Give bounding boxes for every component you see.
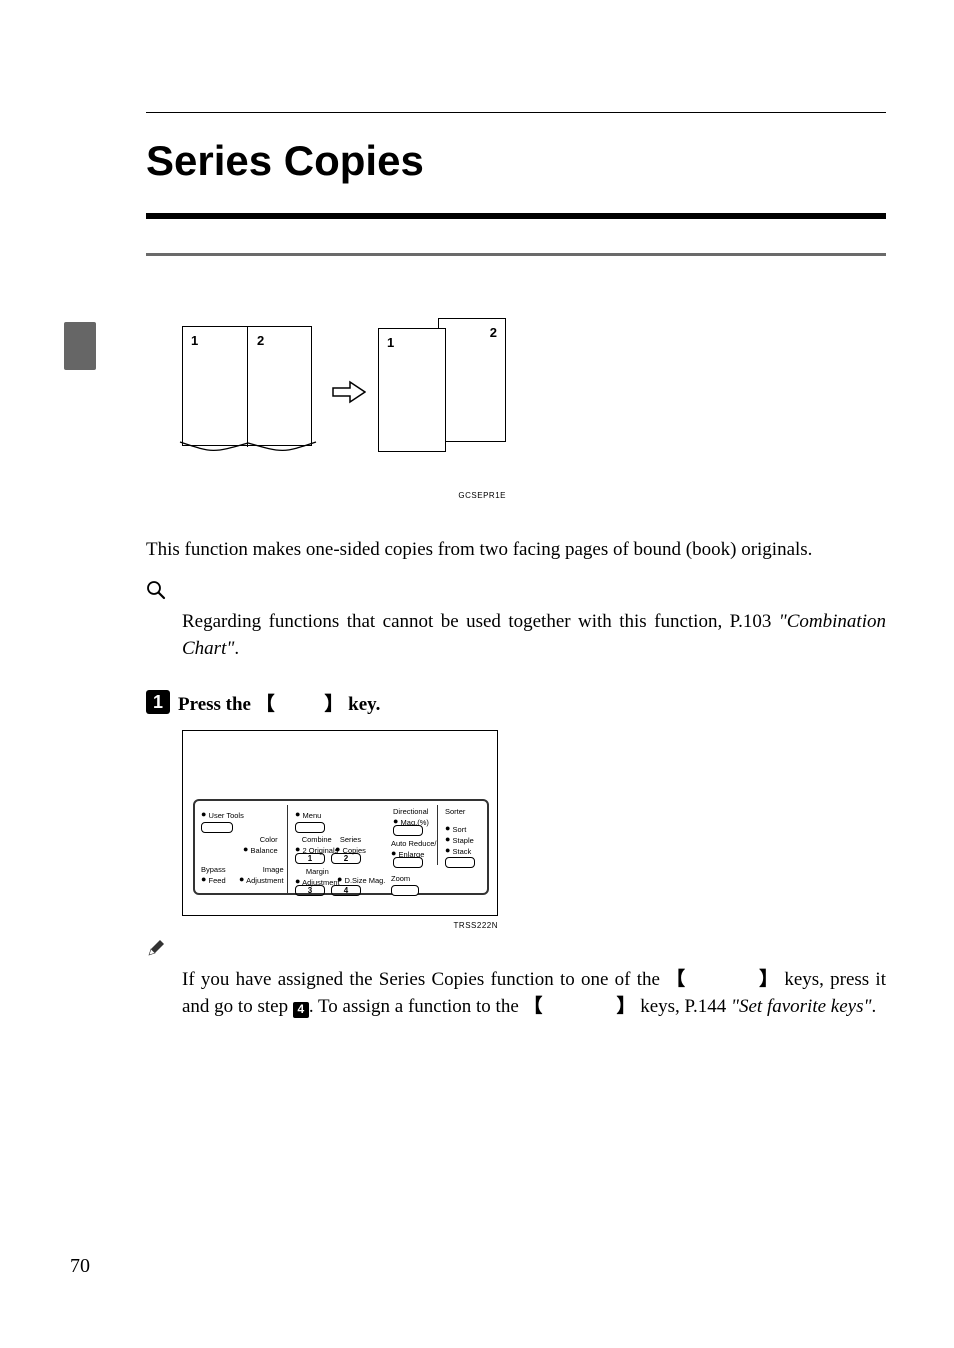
btn-1: 1 bbox=[295, 853, 325, 864]
label-stack: ● Stack bbox=[445, 845, 471, 856]
step-1-text: Press the 【Menu】 key. bbox=[178, 689, 380, 716]
reference-page: P.103 bbox=[730, 611, 779, 632]
label-directional-a: Directional bbox=[393, 807, 429, 816]
panel-figure: ● User Tools Color ● Balance Bypass ● Fe… bbox=[182, 730, 498, 916]
note-a: If you have assigned the Series Copies f… bbox=[182, 969, 666, 990]
label-zoom: Zoom bbox=[391, 874, 410, 883]
panel-figure-id: TRSS222N bbox=[454, 921, 498, 930]
btn-4: 4 bbox=[331, 885, 361, 896]
label-color: Color bbox=[243, 835, 278, 844]
label-sort: ● Sort bbox=[445, 823, 466, 834]
label-balance: ● Balance bbox=[243, 844, 278, 855]
note-page: P.144 bbox=[685, 996, 731, 1017]
label-image: Image bbox=[239, 865, 284, 874]
step-1-after: key. bbox=[343, 694, 380, 715]
panel-inner-box: ● User Tools Color ● Balance Bypass ● Fe… bbox=[193, 799, 489, 895]
section-gray-rule bbox=[146, 253, 886, 256]
note-period: . bbox=[871, 996, 876, 1017]
sheet-back-num: 2 bbox=[490, 325, 497, 340]
output-sheets: 2 1 bbox=[378, 318, 510, 448]
label-dsize: ● D.Size Mag. bbox=[337, 874, 385, 885]
page-number: 70 bbox=[70, 1255, 90, 1278]
book-spine bbox=[247, 327, 248, 447]
note-step-ref: 4 bbox=[293, 1002, 309, 1018]
label-margin-a: Margin bbox=[295, 867, 340, 876]
btn-user-tools bbox=[201, 822, 233, 833]
label-menu: ● Menu bbox=[295, 809, 321, 820]
panel-outer-box: ● User Tools Color ● Balance Bypass ● Fe… bbox=[182, 730, 498, 916]
label-bypass: Bypass bbox=[201, 865, 226, 874]
book-page-num-left: 1 bbox=[191, 333, 198, 348]
step-1-before: Press the bbox=[178, 694, 256, 715]
reference-body: Regarding functions that cannot be used … bbox=[182, 608, 886, 663]
step-1-number: 1 bbox=[146, 690, 170, 714]
book-outline: 1 2 bbox=[182, 326, 312, 446]
intro-paragraph: This function makes one-sided copies fro… bbox=[146, 536, 886, 564]
reference-head bbox=[146, 580, 886, 600]
pencil-icon bbox=[146, 938, 166, 958]
chapter-side-tab bbox=[64, 322, 96, 370]
sheet-back: 2 bbox=[438, 318, 506, 442]
label-combine-a: Combine bbox=[295, 835, 338, 844]
figure1-id: GCSEPR1E bbox=[458, 491, 506, 500]
content-area: Series Copies 1 2 2 bbox=[146, 112, 886, 1021]
title-thick-rule bbox=[146, 213, 886, 219]
label-user-tools: ● User Tools bbox=[201, 809, 244, 820]
arrow-icon bbox=[332, 380, 366, 404]
btn-auto bbox=[393, 857, 423, 868]
label-sorter: Sorter bbox=[445, 807, 465, 816]
label-staple: ● Staple bbox=[445, 834, 474, 845]
note-ref-name: "Set favorite keys" bbox=[731, 996, 871, 1017]
btn-2: 2 bbox=[331, 853, 361, 864]
sheet-front: 1 bbox=[378, 328, 446, 452]
sheet-front-num: 1 bbox=[387, 335, 394, 350]
btn-sorter bbox=[445, 857, 475, 868]
note-d: keys, bbox=[635, 996, 684, 1017]
top-thin-rule bbox=[146, 112, 886, 113]
label-series-a: Series bbox=[335, 835, 366, 844]
label-feed: ● Feed bbox=[201, 874, 226, 885]
panel-divider-2 bbox=[437, 805, 438, 865]
book-base-curve bbox=[179, 441, 317, 455]
note-head bbox=[146, 938, 886, 958]
step-1-line: 1 Press the 【Menu】 key. bbox=[146, 689, 886, 716]
panel-divider bbox=[287, 805, 288, 893]
magnifier-icon bbox=[146, 580, 166, 600]
reference-period: . bbox=[234, 638, 239, 659]
reference-text-a: Regarding functions that cannot be used … bbox=[182, 611, 730, 632]
figure-book-to-sheets: 1 2 2 1 GCSEPR1E bbox=[182, 304, 886, 500]
book-page-num-right: 2 bbox=[257, 333, 264, 348]
btn-zoom bbox=[391, 885, 419, 896]
btn-3: 3 bbox=[295, 885, 325, 896]
page-title: Series Copies bbox=[146, 137, 886, 185]
label-adjustment: ● Adjustment bbox=[239, 874, 284, 885]
note-c: . To assign a function to the bbox=[309, 996, 524, 1017]
note-body: If you have assigned the Series Copies f… bbox=[182, 966, 886, 1021]
btn-directional bbox=[393, 825, 423, 836]
label-auto-a: Auto Reduce/ bbox=[391, 839, 436, 848]
btn-menu bbox=[295, 822, 325, 833]
